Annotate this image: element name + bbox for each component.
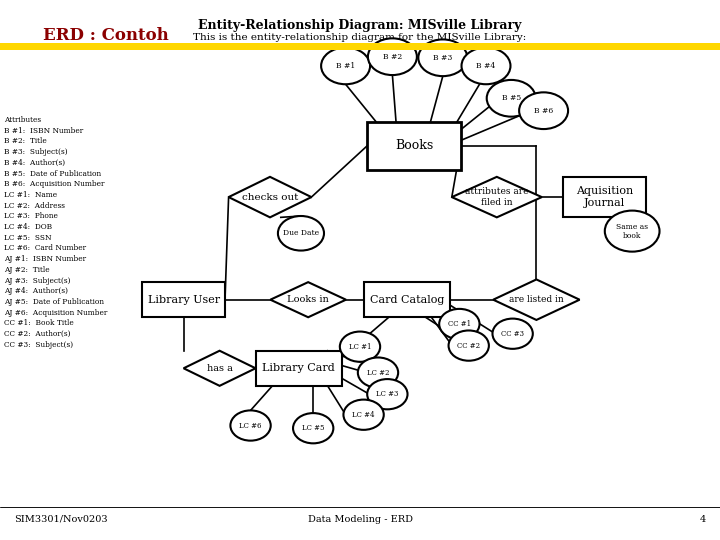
Text: Library Card: Library Card bbox=[262, 363, 336, 373]
Circle shape bbox=[278, 216, 324, 251]
Circle shape bbox=[487, 80, 536, 117]
Text: CC #2: CC #2 bbox=[457, 342, 480, 349]
Text: Card Catalog: Card Catalog bbox=[369, 295, 444, 305]
Polygon shape bbox=[452, 177, 541, 217]
Text: has a: has a bbox=[207, 364, 233, 373]
Text: are listed in: are listed in bbox=[509, 295, 564, 304]
FancyBboxPatch shape bbox=[256, 351, 342, 386]
Circle shape bbox=[368, 38, 417, 75]
Circle shape bbox=[492, 319, 533, 349]
Text: LC #3: LC #3 bbox=[376, 390, 399, 398]
Text: B #5: B #5 bbox=[502, 94, 521, 102]
Text: Data Modeling - ERD: Data Modeling - ERD bbox=[307, 515, 413, 524]
FancyBboxPatch shape bbox=[367, 122, 461, 170]
Polygon shape bbox=[493, 280, 580, 320]
FancyBboxPatch shape bbox=[563, 177, 647, 217]
Text: Books: Books bbox=[395, 139, 433, 152]
Circle shape bbox=[367, 379, 408, 409]
Text: SIM3301/Nov0203: SIM3301/Nov0203 bbox=[14, 515, 108, 524]
Circle shape bbox=[519, 92, 568, 129]
Text: LC #4: LC #4 bbox=[352, 411, 375, 418]
Circle shape bbox=[462, 48, 510, 84]
Text: Entity-Relationship Diagram: MISville Library: Entity-Relationship Diagram: MISville Li… bbox=[198, 19, 522, 32]
Circle shape bbox=[439, 309, 480, 339]
Circle shape bbox=[358, 357, 398, 388]
Text: ERD : Contoh: ERD : Contoh bbox=[43, 26, 169, 44]
Text: 4: 4 bbox=[699, 515, 706, 524]
Circle shape bbox=[449, 330, 489, 361]
Text: Looks in: Looks in bbox=[287, 295, 329, 304]
Bar bbox=[0, 43, 720, 50]
FancyBboxPatch shape bbox=[364, 282, 450, 317]
Circle shape bbox=[418, 39, 467, 76]
Text: B #6: B #6 bbox=[534, 107, 553, 114]
Polygon shape bbox=[271, 282, 346, 317]
Polygon shape bbox=[184, 351, 256, 386]
Text: B #2: B #2 bbox=[383, 53, 402, 60]
Text: Library User: Library User bbox=[148, 295, 220, 305]
Text: LC #1: LC #1 bbox=[348, 343, 372, 350]
Text: B #1: B #1 bbox=[336, 62, 355, 70]
Text: checks out: checks out bbox=[242, 193, 298, 201]
Text: LC #2: LC #2 bbox=[366, 369, 390, 376]
Text: LC #6: LC #6 bbox=[239, 422, 262, 429]
Text: CC #3: CC #3 bbox=[501, 330, 524, 338]
FancyBboxPatch shape bbox=[143, 282, 225, 317]
Text: Same as
book: Same as book bbox=[616, 222, 648, 240]
Text: B #3: B #3 bbox=[433, 54, 452, 62]
Circle shape bbox=[321, 48, 370, 84]
Text: This is the entity-relationship diagram for the MISville Library:: This is the entity-relationship diagram … bbox=[194, 33, 526, 42]
Circle shape bbox=[230, 410, 271, 441]
Polygon shape bbox=[229, 177, 311, 217]
Text: Aquisition
Journal: Aquisition Journal bbox=[576, 186, 634, 208]
Text: Due Date: Due Date bbox=[283, 230, 319, 237]
Circle shape bbox=[293, 413, 333, 443]
Text: B #4: B #4 bbox=[477, 62, 495, 70]
Circle shape bbox=[605, 211, 660, 252]
Text: Attributes
B #1:  ISBN Number
B #2:  Title
B #3:  Subject(s)
B #4:  Author(s)
B : Attributes B #1: ISBN Number B #2: Title… bbox=[4, 116, 107, 349]
Circle shape bbox=[343, 400, 384, 430]
Circle shape bbox=[340, 332, 380, 362]
Text: LC #5: LC #5 bbox=[302, 424, 325, 432]
Text: CC #1: CC #1 bbox=[448, 320, 471, 328]
Text: attributes are
filed in: attributes are filed in bbox=[465, 187, 528, 207]
